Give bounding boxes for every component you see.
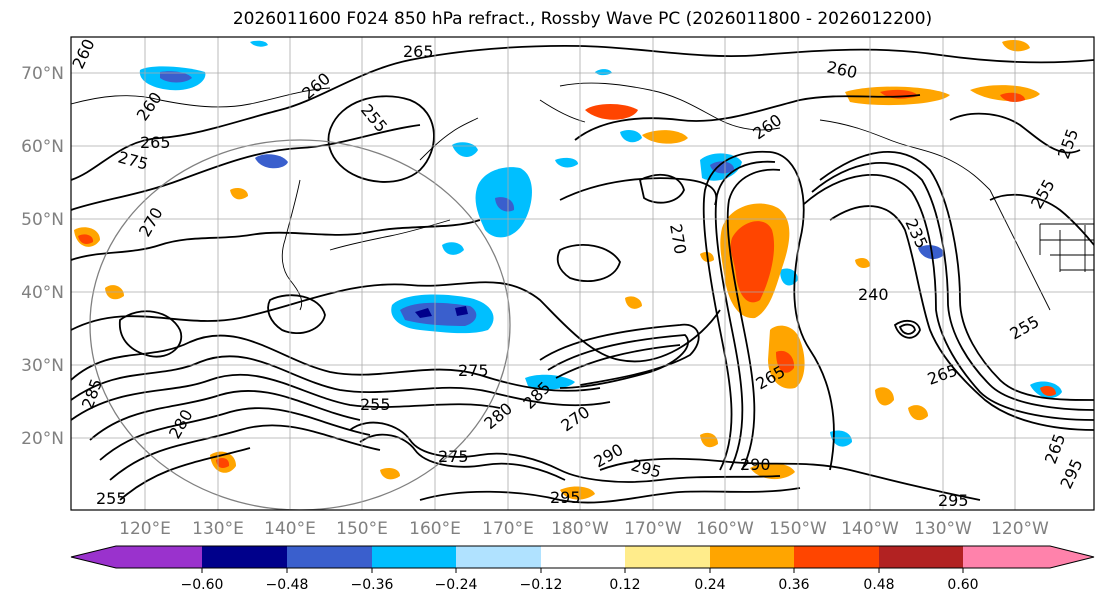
contour-label: 265 [140, 133, 171, 152]
colorbar-segment [71, 546, 202, 568]
colorbar-tick-label: −0.36 [351, 577, 394, 593]
colorbar-segment [456, 546, 541, 568]
contour-label: 295 [938, 491, 969, 510]
colorbar: −0.60 −0.48 −0.36 −0.24 −0.12 0.12 0.24 … [70, 545, 1095, 593]
lon-label: 120°E [119, 519, 171, 539]
contour-label: 290 [740, 455, 771, 474]
colorbar-ticks [201, 568, 964, 573]
lon-label: 130°E [192, 519, 244, 539]
map-frame [70, 36, 1095, 511]
lon-label: 140°E [264, 519, 316, 539]
colorbar-tick-label: −0.60 [181, 577, 224, 593]
lat-label-60n: 60°N [21, 137, 64, 157]
colorbar-tick-label: 0.48 [863, 577, 894, 593]
map-panel: 265 260 260 265 275 255 260 270 260 255 … [71, 37, 1094, 510]
colorbar-segment [202, 546, 287, 568]
contour-label: 295 [550, 488, 581, 507]
colorbar-segment [879, 546, 963, 568]
colorbar-segment [710, 546, 794, 568]
lon-label: 150°W [769, 519, 827, 539]
contour-label: 255 [360, 395, 391, 414]
colorbar-tick-label: 0.12 [609, 577, 640, 593]
lon-label: 180°W [551, 519, 609, 539]
lon-label: 140°W [841, 519, 899, 539]
contour-label: 275 [458, 361, 489, 380]
lon-label: 120°W [991, 519, 1049, 539]
contour-label: 265 [403, 42, 434, 61]
graticule [71, 37, 1094, 510]
colorbar-tick-label: −0.24 [435, 577, 478, 593]
lon-label: 170°W [624, 519, 682, 539]
contour-label: 275 [438, 447, 469, 466]
lon-label: 160°E [409, 519, 461, 539]
colorbar-segment [541, 546, 625, 568]
colorbar-tick-label: −0.12 [520, 577, 563, 593]
lon-label: 170°E [482, 519, 534, 539]
colorbar-tick-label: 0.60 [947, 577, 978, 593]
contour-label: 240 [858, 285, 889, 304]
colorbar-segment [625, 546, 710, 568]
lon-label: 130°W [914, 519, 972, 539]
colorbar-tick-label: 0.24 [694, 577, 725, 593]
lat-label-40n: 40°N [21, 283, 64, 303]
colorbar-outline [70, 545, 1095, 569]
lat-label-50n: 50°N [21, 210, 64, 230]
lat-label-70n: 70°N [21, 64, 64, 84]
lon-label: 150°E [336, 519, 388, 539]
colorbar-tick-label: 0.36 [778, 577, 809, 593]
map-title: 2026011600 F024 850 hPa refract., Rossby… [232, 9, 933, 29]
colorbar-segment [287, 546, 372, 568]
lat-label-20n: 20°N [21, 429, 64, 449]
latitude-labels: 70°N 60°N 50°N 40°N 30°N 20°N [21, 64, 64, 449]
longitude-labels: 120°E 130°E 140°E 150°E 160°E 170°E 180°… [119, 519, 1049, 539]
colorbar-tick-label: −0.48 [266, 577, 309, 593]
colorbar-segment [794, 546, 879, 568]
shaded-anomalies [74, 40, 1062, 500]
lat-label-30n: 30°N [21, 356, 64, 376]
great-circle [89, 139, 511, 510]
lon-label: 160°W [696, 519, 754, 539]
contour-label: 255 [96, 489, 127, 508]
colorbar-segment [963, 546, 1094, 568]
colorbar-segment [372, 546, 456, 568]
